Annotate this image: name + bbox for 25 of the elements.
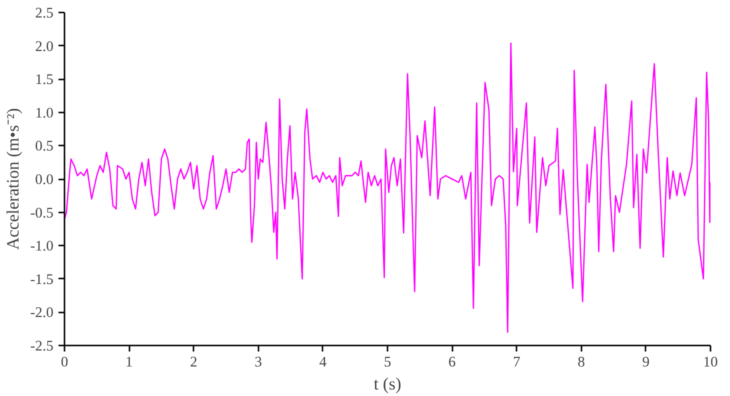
x-axis-title: t (s) (374, 374, 402, 394)
y-tick-label: -2.0 (30, 305, 54, 322)
y-tick-label: -1.5 (30, 272, 54, 288)
x-tick-label: 7 (513, 354, 520, 370)
y-axis-title: Acceleration (m•s⁻²) (3, 108, 22, 250)
y-tick-label: -2.5 (30, 338, 54, 354)
y-tick-label: 0.0 (35, 172, 54, 188)
y-tick-label: 2.0 (35, 38, 54, 55)
y-tick-label: -0.5 (30, 205, 54, 222)
x-tick-label: 6 (448, 354, 456, 370)
x-tick-label: 4 (319, 354, 328, 370)
x-tick-label: 0 (60, 354, 68, 370)
x-tick-label: 9 (642, 354, 650, 370)
x-tick-label: 10 (703, 354, 718, 370)
line-series (64, 42, 710, 333)
x-tick-label: 3 (254, 354, 262, 370)
y-tick-label: 1.0 (35, 105, 54, 122)
x-tick-label: 1 (125, 354, 133, 370)
y-tick-label: 1.5 (35, 72, 54, 88)
y-tick-label: 2.5 (35, 6, 54, 22)
x-tick-label: 5 (384, 354, 392, 370)
y-tick-label: 0.5 (35, 138, 54, 155)
x-tick-label: 2 (190, 354, 198, 370)
x-tick-label: 8 (578, 354, 585, 370)
y-tick-label: -1.0 (30, 238, 54, 255)
